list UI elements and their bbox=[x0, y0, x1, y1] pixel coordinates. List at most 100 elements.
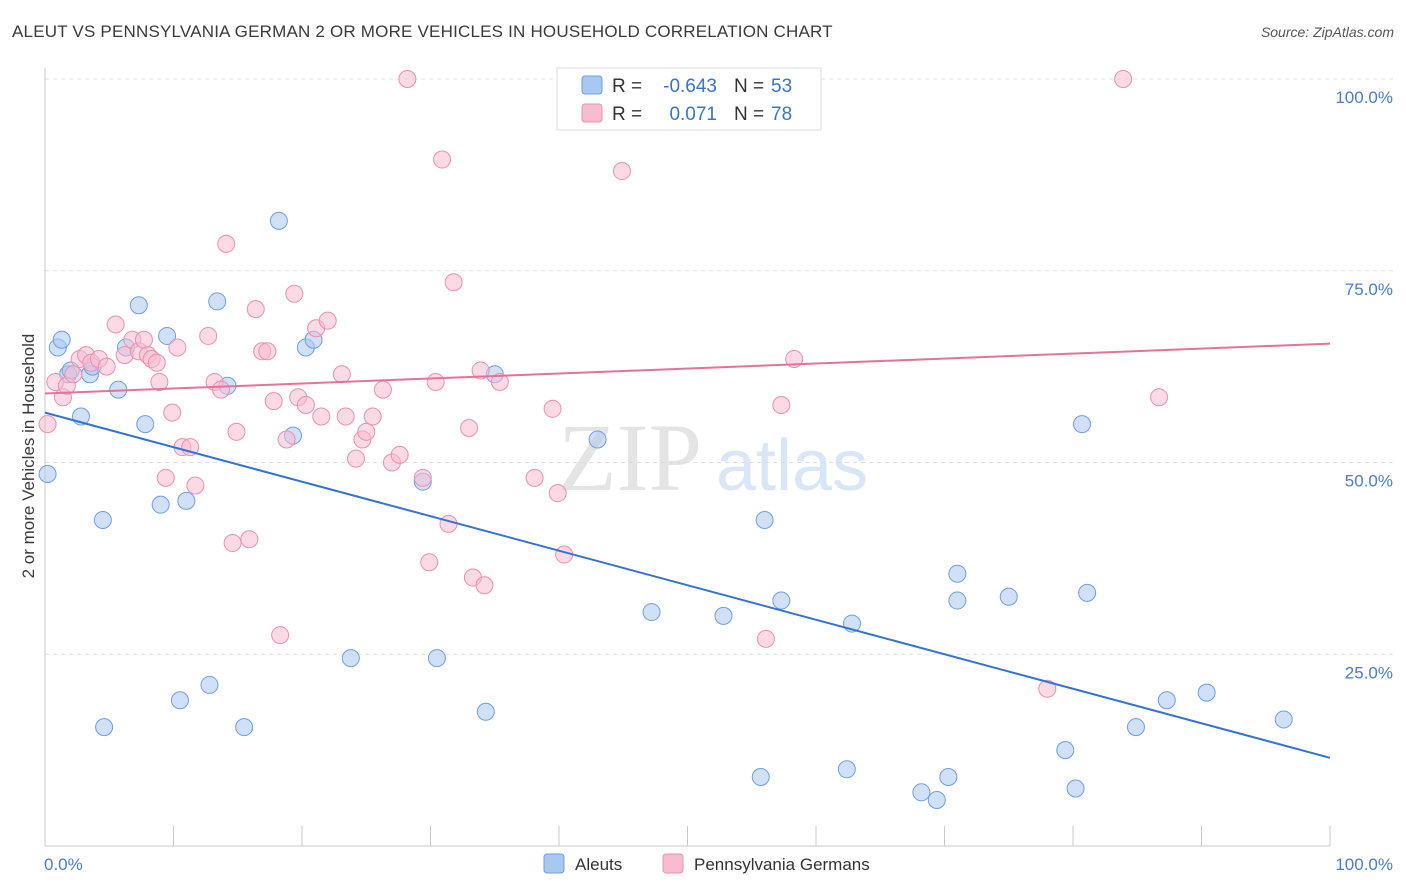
aleuts-point bbox=[714, 606, 733, 625]
pennsylvania-germans-point bbox=[1150, 388, 1169, 407]
legend: Aleuts Pennsylvania Germans bbox=[543, 853, 870, 874]
pennsylvania-germans-point bbox=[246, 300, 265, 319]
pennsylvania-germans-point bbox=[312, 407, 331, 426]
pennsylvania-germans-point bbox=[490, 372, 509, 391]
pennsylvania-germans-point bbox=[223, 534, 242, 553]
aleuts-point bbox=[341, 649, 360, 668]
pennsylvania-germans-point bbox=[199, 326, 218, 345]
legend-label-pennsylvania-germans: Pennsylvania Germans bbox=[694, 855, 870, 874]
pennsylvania-germans-point bbox=[756, 629, 775, 648]
stats-swatch-pennsylvania-germans bbox=[581, 103, 603, 123]
pennsylvania-germans-point bbox=[134, 330, 153, 349]
pennsylvania-germans-point bbox=[460, 418, 479, 437]
pennsylvania-germans-point bbox=[106, 315, 125, 334]
source-note: Source: ZipAtlas.com bbox=[1260, 24, 1394, 40]
aleuts-point bbox=[1274, 710, 1293, 729]
pennsylvania-germans-point bbox=[318, 311, 337, 330]
stats-n-label-aleuts: N = bbox=[734, 76, 764, 97]
y-tick-label: 100.0% bbox=[1335, 88, 1393, 107]
watermark-atlas: atlas bbox=[716, 426, 868, 506]
legend-label-aleuts: Aleuts bbox=[575, 855, 622, 874]
stats-swatch-aleuts bbox=[581, 75, 603, 95]
aleuts-point bbox=[235, 718, 254, 737]
aleuts-point bbox=[755, 511, 774, 530]
pennsylvania-germans-point bbox=[150, 372, 169, 391]
pennsylvania-germans-point bbox=[772, 395, 791, 414]
pennsylvania-germans-point bbox=[97, 357, 116, 376]
pennsylvania-germans-point bbox=[439, 514, 458, 533]
pennsylvania-germans-point bbox=[336, 407, 355, 426]
aleuts-point bbox=[999, 587, 1018, 606]
pennsylvania-germans-point bbox=[285, 284, 304, 303]
pennsylvania-germans-point bbox=[163, 403, 182, 422]
aleuts-point bbox=[939, 767, 958, 786]
pennsylvania-germans-point bbox=[346, 449, 365, 468]
pennsylvania-germans-point bbox=[444, 273, 463, 292]
pennsylvania-germans-point bbox=[64, 365, 83, 384]
aleuts-point bbox=[1056, 741, 1075, 760]
pennsylvania-germans-point bbox=[168, 338, 187, 357]
pennsylvania-germans-point bbox=[373, 380, 392, 399]
aleuts-point bbox=[129, 296, 148, 315]
aleuts-point bbox=[95, 718, 114, 737]
pennsylvania-germans-point bbox=[548, 484, 567, 503]
pennsylvania-germans-point bbox=[1038, 679, 1057, 698]
pennsylvania-germans-point bbox=[413, 468, 432, 487]
axes bbox=[44, 68, 1331, 847]
pennsylvania-germans-point bbox=[785, 349, 804, 368]
chart-title: ALEUT VS PENNSYLVANIA GERMAN 2 OR MORE V… bbox=[12, 22, 833, 41]
aleuts-point bbox=[1126, 718, 1145, 737]
aleuts-point bbox=[1157, 691, 1176, 710]
x-tick-label-min: 0.0% bbox=[44, 855, 83, 874]
aleuts-point bbox=[1072, 415, 1091, 434]
pennsylvania-germans-point bbox=[612, 162, 631, 181]
stats-r-label-aleuts: R = bbox=[612, 76, 642, 97]
pennsylvania-germans-trend-line bbox=[44, 342, 1331, 395]
pennsylvania-germans-point bbox=[471, 361, 490, 380]
pennsylvania-germans-point bbox=[363, 407, 382, 426]
aleuts-point bbox=[948, 564, 967, 583]
stats-r-value-pennsylvania-germans: 0.071 bbox=[669, 104, 717, 125]
stats-r-value-aleuts: -0.643 bbox=[663, 76, 717, 97]
pennsylvania-germans-point bbox=[186, 476, 205, 495]
pennsylvania-germans-point bbox=[426, 372, 445, 391]
aleuts-point bbox=[177, 491, 196, 510]
pennsylvania-germans-point bbox=[277, 430, 296, 449]
pennsylvania-germans-point bbox=[433, 150, 452, 169]
pennsylvania-germans-point bbox=[357, 422, 376, 441]
legend-swatch-pennsylvania-germans bbox=[662, 853, 684, 874]
pennsylvania-germans-point bbox=[217, 234, 236, 253]
y-tick-label: 75.0% bbox=[1345, 280, 1393, 299]
aleuts-point bbox=[151, 495, 170, 514]
y-axis-label: 2 or more Vehicles in Household bbox=[19, 334, 38, 579]
pennsylvania-germans-point bbox=[398, 70, 417, 88]
aleuts-point bbox=[427, 649, 446, 668]
pennsylvania-germans-point bbox=[212, 380, 231, 399]
stats-n-value-pennsylvania-germans: 78 bbox=[771, 104, 792, 125]
aleuts-point bbox=[927, 790, 946, 809]
aleuts-point bbox=[1078, 583, 1097, 602]
stats-n-value-aleuts: 53 bbox=[771, 76, 792, 97]
pennsylvania-germans-point bbox=[420, 553, 439, 572]
aleuts-point bbox=[476, 702, 495, 721]
y-tick-labels: 25.0% 50.0% 75.0% 100.0% bbox=[1335, 88, 1393, 682]
y-tick-label: 50.0% bbox=[1345, 472, 1393, 491]
aleuts-point bbox=[642, 603, 661, 622]
trend-lines bbox=[44, 342, 1331, 759]
pennsylvania-germans-point bbox=[296, 395, 315, 414]
aleuts-point bbox=[948, 591, 967, 610]
pennsylvania-germans-point bbox=[1114, 70, 1133, 88]
pennsylvania-germans-point bbox=[475, 576, 494, 595]
aleuts-point bbox=[208, 292, 227, 311]
aleuts-point bbox=[912, 783, 931, 802]
pennsylvania-germans-point bbox=[332, 365, 351, 384]
aleuts-point bbox=[269, 211, 288, 230]
pennsylvania-germans-point bbox=[38, 415, 57, 434]
pennsylvania-germans-point bbox=[543, 399, 562, 418]
pennsylvania-germans-point bbox=[525, 468, 544, 487]
pennsylvania-germans-points bbox=[38, 70, 1169, 698]
x-tick-labels: 0.0% 100.0% bbox=[44, 855, 1393, 874]
pennsylvania-germans-point bbox=[264, 392, 283, 411]
watermark-zip: ZIP bbox=[558, 404, 702, 511]
